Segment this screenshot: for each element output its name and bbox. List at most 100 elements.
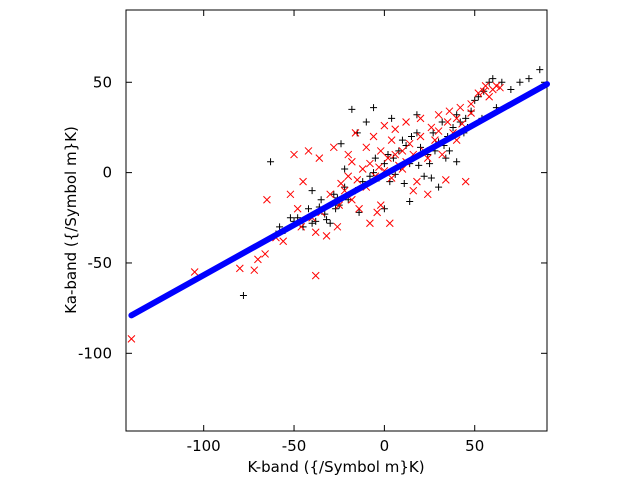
data-point-cross (391, 150, 400, 159)
data-point-cross (434, 110, 443, 119)
data-point-plus (471, 96, 479, 104)
data-point-cross (474, 89, 483, 97)
data-point-cross (353, 175, 362, 184)
plot-area (125, 9, 548, 432)
data-point-cross (127, 334, 136, 343)
data-point-plus (276, 223, 284, 231)
data-point-cross (351, 129, 360, 137)
x-tick-label: -100 (187, 437, 221, 455)
data-point-plus (413, 111, 421, 119)
data-point-plus (239, 291, 247, 299)
data-point-plus (453, 111, 461, 119)
data-point-cross (355, 204, 363, 213)
data-point-cross (337, 179, 345, 188)
data-point-plus (330, 190, 338, 198)
data-point-cross (263, 195, 271, 204)
series-blue-line (128, 81, 550, 319)
data-point-plus (413, 129, 421, 137)
data-point-cross (369, 132, 378, 141)
data-point-cross (286, 190, 295, 199)
data-point-cross (443, 118, 452, 126)
data-point-cross (293, 204, 302, 213)
data-point-plus (507, 86, 515, 94)
data-point-cross (376, 201, 385, 209)
data-point-cross (438, 150, 447, 159)
y-tick-label: -50 (88, 254, 113, 272)
data-point-plus (453, 158, 461, 166)
data-point-cross (279, 237, 288, 246)
data-point-plus (341, 183, 349, 191)
data-point-cross (398, 147, 407, 155)
data-point-cross (427, 123, 436, 132)
data-point-plus (395, 147, 403, 155)
data-point-plus (398, 136, 406, 144)
data-point-cross (405, 139, 414, 148)
data-point-cross (423, 190, 432, 199)
data-point-cross (326, 190, 335, 199)
data-point-plus (312, 217, 320, 225)
data-point-plus (415, 161, 423, 169)
data-point-cross (362, 143, 371, 152)
data-point-plus (442, 154, 450, 162)
data-point-cross (496, 83, 504, 92)
data-point-plus (323, 216, 331, 224)
data-point-plus (317, 196, 325, 204)
data-point-cross (380, 121, 389, 130)
x-tick-label: 0 (380, 437, 390, 455)
data-point-cross (441, 175, 450, 184)
data-point-cross (456, 103, 465, 112)
data-point-plus (489, 75, 497, 83)
data-point-cross (402, 118, 410, 126)
fit-line (128, 81, 550, 319)
x-tick-label: 50 (465, 437, 484, 455)
data-point-plus (485, 78, 493, 86)
data-point-cross (384, 154, 392, 163)
data-point-cross (467, 100, 475, 108)
data-point-plus (341, 165, 349, 173)
data-point-plus (426, 160, 434, 168)
data-point-cross (423, 154, 432, 163)
x-tick-label: -50 (282, 437, 307, 455)
data-point-cross (315, 154, 324, 163)
data-point-cross (385, 219, 394, 228)
data-point-cross (311, 271, 320, 280)
data-point-cross (254, 255, 262, 264)
data-point-plus (391, 170, 399, 178)
data-point-cross (391, 125, 400, 134)
data-point-cross (387, 174, 396, 182)
data-point-cross (322, 232, 331, 240)
data-point-plus (286, 214, 294, 222)
data-point-cross (492, 82, 501, 90)
data-point-plus (417, 143, 425, 151)
data-point-cross (290, 150, 298, 159)
data-point-cross (261, 250, 269, 258)
data-point-cross (467, 109, 475, 117)
data-point-cross (311, 228, 320, 237)
x-axis-label: K-band ({/Symbol m}K) (247, 458, 424, 476)
series-red-cross (127, 82, 504, 343)
data-point-plus (332, 205, 340, 213)
data-point-cross (409, 186, 418, 195)
data-point-cross (387, 136, 396, 144)
data-point-plus (449, 123, 457, 131)
data-point-plus (400, 179, 408, 187)
data-point-cross (344, 150, 353, 159)
data-point-plus (326, 219, 334, 227)
data-point-plus (371, 154, 379, 162)
data-point-plus (420, 172, 428, 180)
data-point-cross (329, 143, 338, 152)
data-point-cross (373, 208, 382, 217)
data-point-cross (299, 177, 307, 186)
data-point-plus (407, 132, 415, 140)
axis-ticks: -100 -50 0 50 -100 -50 0 50 (78, 10, 547, 455)
y-tick-label: 0 (102, 164, 112, 182)
data-point-cross (366, 159, 374, 168)
data-point-cross (461, 177, 470, 186)
data-point-plus (429, 129, 437, 137)
data-point-plus (337, 140, 345, 148)
data-point-cross (445, 107, 454, 116)
data-point-cross (376, 147, 385, 155)
y-tick-label: -100 (78, 344, 112, 362)
data-point-plus (366, 172, 374, 180)
